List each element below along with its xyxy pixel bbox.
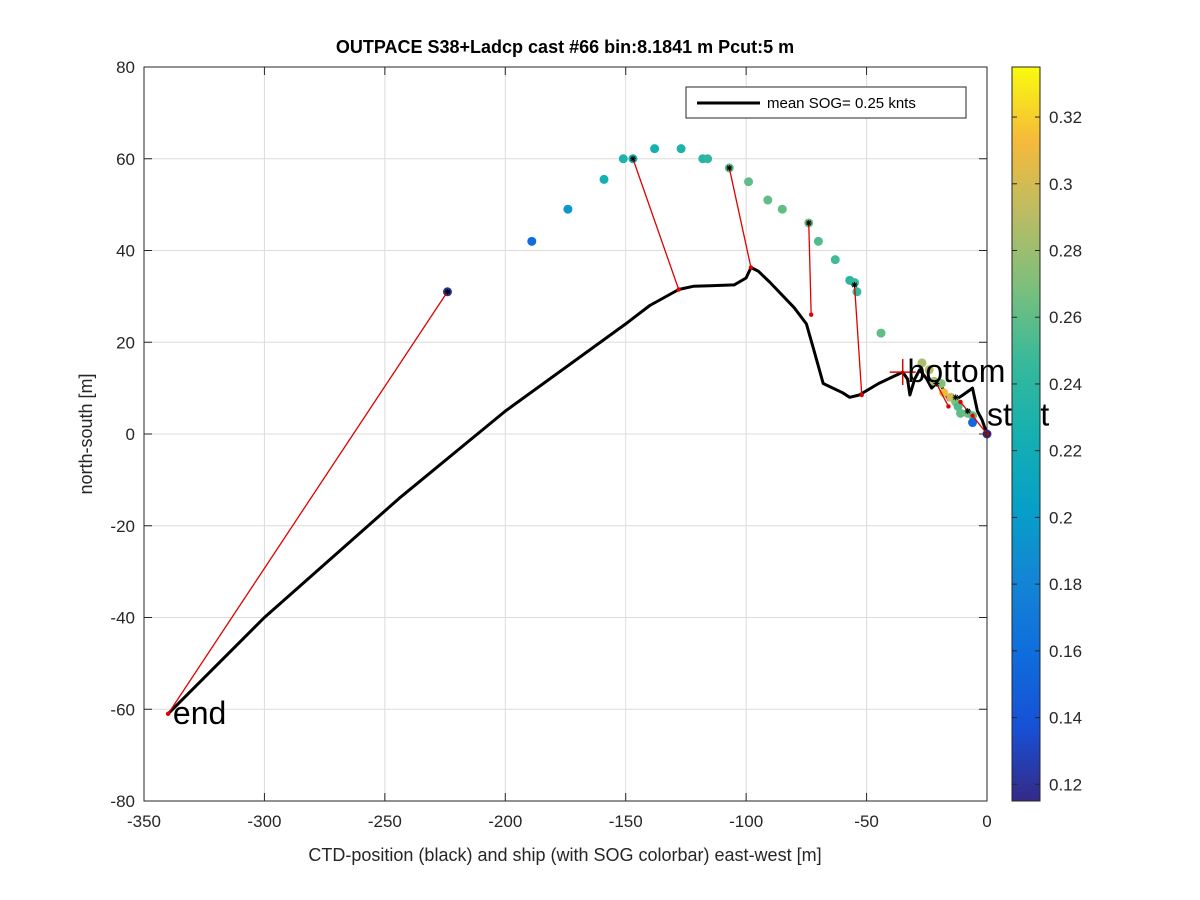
x-tick-label: -50 bbox=[854, 812, 879, 831]
ctd-star-marker bbox=[964, 408, 971, 415]
x-tick-label: -350 bbox=[127, 812, 161, 831]
ship-sog-point bbox=[618, 154, 628, 164]
ctd-star-marker bbox=[629, 155, 636, 162]
colorbar-tick-label: 0.28 bbox=[1049, 242, 1082, 261]
ctd-ship-connector bbox=[853, 284, 863, 396]
colorbar-tick-label: 0.24 bbox=[1049, 375, 1082, 394]
colorbar-gradient bbox=[1011, 66, 1041, 802]
ctd-star-marker bbox=[726, 164, 733, 171]
x-tick-label: -300 bbox=[247, 812, 281, 831]
y-tick-label: -80 bbox=[110, 792, 135, 811]
y-tick-label: 80 bbox=[116, 58, 135, 77]
x-tick-label: -200 bbox=[488, 812, 522, 831]
colorbar-ticks: 0.12 0.14 0.16 0.18 0.2 0.22 0.24 0.26 0.28 0.3 0.… bbox=[1012, 108, 1082, 794]
legend-label: mean SOG= 0.25 knts bbox=[767, 95, 916, 112]
x-tick-label: -150 bbox=[609, 812, 643, 831]
ship-sog-point bbox=[924, 365, 934, 375]
ship-sog-point bbox=[953, 401, 963, 411]
ship-sog-point bbox=[744, 177, 754, 187]
colorbar: 0.12 0.14 0.16 0.18 0.2 0.22 0.24 0.26 0.28 0.3 0.… bbox=[1011, 66, 1082, 802]
chart-title: OUTPACE S38+Ladcp cast #66 bin:8.1841 m … bbox=[336, 37, 794, 57]
legend: mean SOG= 0.25 knts bbox=[685, 86, 967, 119]
ship-sog-point bbox=[763, 195, 773, 205]
colorbar-tick-label: 0.22 bbox=[1049, 442, 1082, 461]
ship-sog-point bbox=[777, 204, 787, 214]
ship-sog-point bbox=[876, 328, 886, 338]
x-tick-label: -100 bbox=[729, 812, 763, 831]
x-tick-label: 0 bbox=[982, 812, 991, 831]
ctd-ship-connector bbox=[808, 222, 812, 315]
red-point-marker bbox=[165, 711, 171, 717]
ctd-star-marker bbox=[952, 394, 959, 401]
y-tick-label: -60 bbox=[110, 700, 135, 719]
ship-sog-point bbox=[968, 418, 978, 428]
y-tick-label: 0 bbox=[126, 425, 135, 444]
y-tick-label: -40 bbox=[110, 609, 135, 628]
ctd-star-marker bbox=[444, 288, 451, 295]
colorbar-tick-label: 0.18 bbox=[1049, 575, 1082, 594]
plot-area: bottomstartend -350-300-250-200-150-100-… bbox=[110, 58, 1049, 831]
ship-sog-point bbox=[563, 204, 573, 214]
bottom-plus-marker bbox=[889, 359, 916, 386]
red-point-marker bbox=[946, 404, 951, 409]
y-tick-label: 40 bbox=[116, 242, 135, 261]
annotation-label-bottom: bottom bbox=[908, 353, 1006, 389]
red-point-marker bbox=[808, 312, 814, 317]
ctd-star-marker bbox=[933, 380, 940, 387]
y-tick-label: -20 bbox=[110, 517, 135, 536]
annotation-label-end: end bbox=[173, 695, 226, 731]
colorbar-tick-label: 0.14 bbox=[1049, 709, 1082, 728]
red-point-marker bbox=[676, 287, 681, 292]
colorbar-tick-label: 0.32 bbox=[1049, 108, 1082, 127]
ship-sog-point bbox=[956, 408, 966, 418]
red-point-marker bbox=[970, 413, 975, 418]
ship-sog-point bbox=[917, 358, 927, 368]
ship-sog-point bbox=[939, 388, 949, 398]
y-axis-ticks: -80 -60 -40 -20 0 20 40 60 80 bbox=[110, 58, 987, 811]
ship-sog-point bbox=[813, 236, 823, 246]
x-tick-label: -250 bbox=[368, 812, 402, 831]
ship-sog-point bbox=[936, 379, 946, 389]
ctd-ship-connector bbox=[728, 167, 752, 268]
ship-sog-point bbox=[703, 154, 713, 164]
y-tick-label: 60 bbox=[116, 150, 135, 169]
y-tick-label: 20 bbox=[116, 333, 135, 352]
colorbar-tick-label: 0.2 bbox=[1049, 508, 1073, 527]
ctd-ship-connector bbox=[972, 415, 988, 435]
ship-sog-point bbox=[676, 144, 686, 154]
y-axis-label: north-south [m] bbox=[76, 373, 96, 494]
x-axis-ticks: -350 -300 -250 -200 -150 -100 -50 0 bbox=[127, 67, 992, 831]
ship-sog-point bbox=[852, 287, 862, 297]
ship-sog-point bbox=[527, 236, 537, 246]
x-axis-label: CTD-position (black) and ship (with SOG … bbox=[308, 845, 821, 865]
ship-sog-point bbox=[599, 174, 609, 184]
colorbar-tick-label: 0.16 bbox=[1049, 642, 1082, 661]
connector-lines bbox=[167, 158, 988, 715]
ctd-star-marker bbox=[851, 281, 858, 288]
ctd-ship-connector bbox=[632, 158, 680, 290]
ctd-ship-connector bbox=[935, 383, 950, 407]
ctd-ship-connector bbox=[167, 291, 449, 715]
red-point-marker bbox=[859, 392, 864, 398]
colorbar-tick-label: 0.3 bbox=[1049, 175, 1073, 194]
red-point-marker bbox=[748, 265, 754, 270]
ship-sog-point bbox=[650, 144, 660, 154]
ctd-star-marker bbox=[805, 219, 812, 226]
colorbar-tick-label: 0.26 bbox=[1049, 308, 1082, 327]
red-point-marker bbox=[958, 399, 963, 405]
colorbar-tick-label: 0.12 bbox=[1049, 775, 1082, 794]
ship-sog-point bbox=[830, 255, 840, 265]
